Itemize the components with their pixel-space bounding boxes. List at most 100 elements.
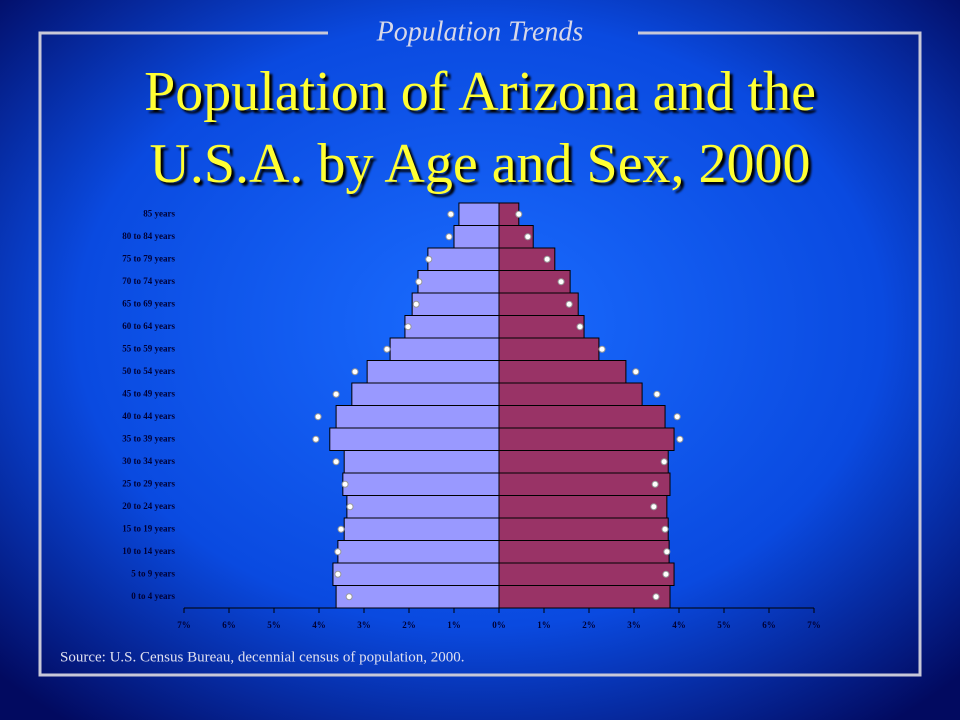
subtitle: Population Trends: [376, 16, 584, 47]
marker: [663, 548, 671, 556]
marker: [543, 255, 551, 263]
bar: [337, 540, 500, 564]
bar: [366, 360, 500, 384]
marker: [652, 593, 660, 601]
marker: [425, 255, 433, 263]
bar: [498, 315, 585, 339]
marker: [351, 368, 359, 376]
marker: [524, 233, 532, 241]
marker: [651, 480, 659, 488]
x-tick-label: 1%: [537, 620, 551, 630]
marker: [557, 278, 565, 286]
bar: [329, 427, 500, 451]
bar: [498, 562, 675, 586]
bar: [498, 427, 675, 451]
y-tick-label: 30 to 34 years: [122, 456, 175, 466]
bar: [404, 315, 500, 339]
marker: [650, 503, 658, 511]
bar: [427, 247, 500, 271]
x-tick-label: 7%: [807, 620, 821, 630]
marker: [447, 210, 455, 218]
title: Population of Arizona and the: [144, 61, 816, 123]
marker: [334, 548, 342, 556]
x-tick-label: 4%: [672, 620, 686, 630]
y-tick-label: 45 to 49 years: [122, 388, 175, 398]
marker: [576, 323, 584, 331]
y-tick-label: 50 to 54 years: [122, 366, 175, 376]
x-tick-label: 2%: [582, 620, 596, 630]
bar: [342, 472, 500, 496]
x-tick-label: 3%: [357, 620, 371, 630]
y-tick-label: 0 to 4 years: [131, 591, 175, 601]
bar: [498, 495, 668, 519]
marker: [404, 323, 412, 331]
bar: [343, 517, 500, 541]
bar: [498, 517, 669, 541]
y-tick-label: 65 to 69 years: [122, 298, 175, 308]
marker: [565, 300, 573, 308]
x-tick-label: 2%: [402, 620, 416, 630]
y-tick-label: 70 to 74 years: [122, 276, 175, 286]
marker: [332, 390, 340, 398]
y-tick-label: 20 to 24 years: [122, 501, 175, 511]
marker: [415, 278, 423, 286]
bar: [498, 472, 671, 496]
marker: [445, 233, 453, 241]
bar: [498, 360, 627, 384]
x-tick-label: 3%: [627, 620, 641, 630]
y-tick-label: 10 to 14 years: [122, 546, 175, 556]
bar: [346, 495, 500, 519]
bar: [335, 405, 500, 429]
marker: [334, 570, 342, 578]
marker: [346, 503, 354, 511]
bar: [335, 585, 500, 609]
x-tick-label: 6%: [762, 620, 776, 630]
y-tick-label: 35 to 39 years: [122, 433, 175, 443]
marker: [598, 345, 606, 353]
bar: [453, 225, 500, 249]
x-tick-label: 1%: [447, 620, 461, 630]
bar: [351, 382, 500, 406]
marker: [660, 458, 668, 466]
source: Source: U.S. Census Bureau, decennial ce…: [60, 649, 465, 665]
frame: [38, 31, 922, 677]
bar: [411, 292, 500, 316]
marker: [673, 413, 681, 421]
title: U.S.A. by Age and Sex, 2000: [149, 133, 810, 195]
marker: [412, 300, 420, 308]
bar: [389, 337, 500, 361]
y-tick-label: 40 to 44 years: [122, 411, 175, 421]
bar: [498, 540, 670, 564]
marker: [337, 525, 345, 533]
y-tick-label: 25 to 29 years: [122, 478, 175, 488]
x-tick-label: 4%: [312, 620, 326, 630]
marker: [314, 413, 322, 421]
x-tick-label: 5%: [717, 620, 731, 630]
y-tick-label: 5 to 9 years: [131, 568, 175, 578]
x-tick-label: 7%: [177, 620, 191, 630]
bar: [458, 202, 500, 226]
y-tick-label: 80 to 84 years: [122, 231, 175, 241]
bar: [332, 562, 500, 586]
bar: [343, 450, 500, 474]
marker: [661, 525, 669, 533]
y-tick-label: 60 to 64 years: [122, 321, 175, 331]
marker: [632, 368, 640, 376]
y-tick-label: 85 years: [143, 208, 175, 218]
x-tick-label: 0%: [492, 620, 506, 630]
y-tick-label: 75 to 79 years: [122, 253, 175, 263]
bar: [417, 270, 500, 294]
marker: [383, 345, 391, 353]
marker: [341, 480, 349, 488]
bar: [498, 382, 643, 406]
bar: [498, 450, 669, 474]
y-tick-label: 15 to 19 years: [122, 523, 175, 533]
marker: [345, 593, 353, 601]
y-tick-label: 55 to 59 years: [122, 343, 175, 353]
marker: [662, 570, 670, 578]
marker: [312, 435, 320, 443]
bar: [498, 337, 600, 361]
marker: [653, 390, 661, 398]
